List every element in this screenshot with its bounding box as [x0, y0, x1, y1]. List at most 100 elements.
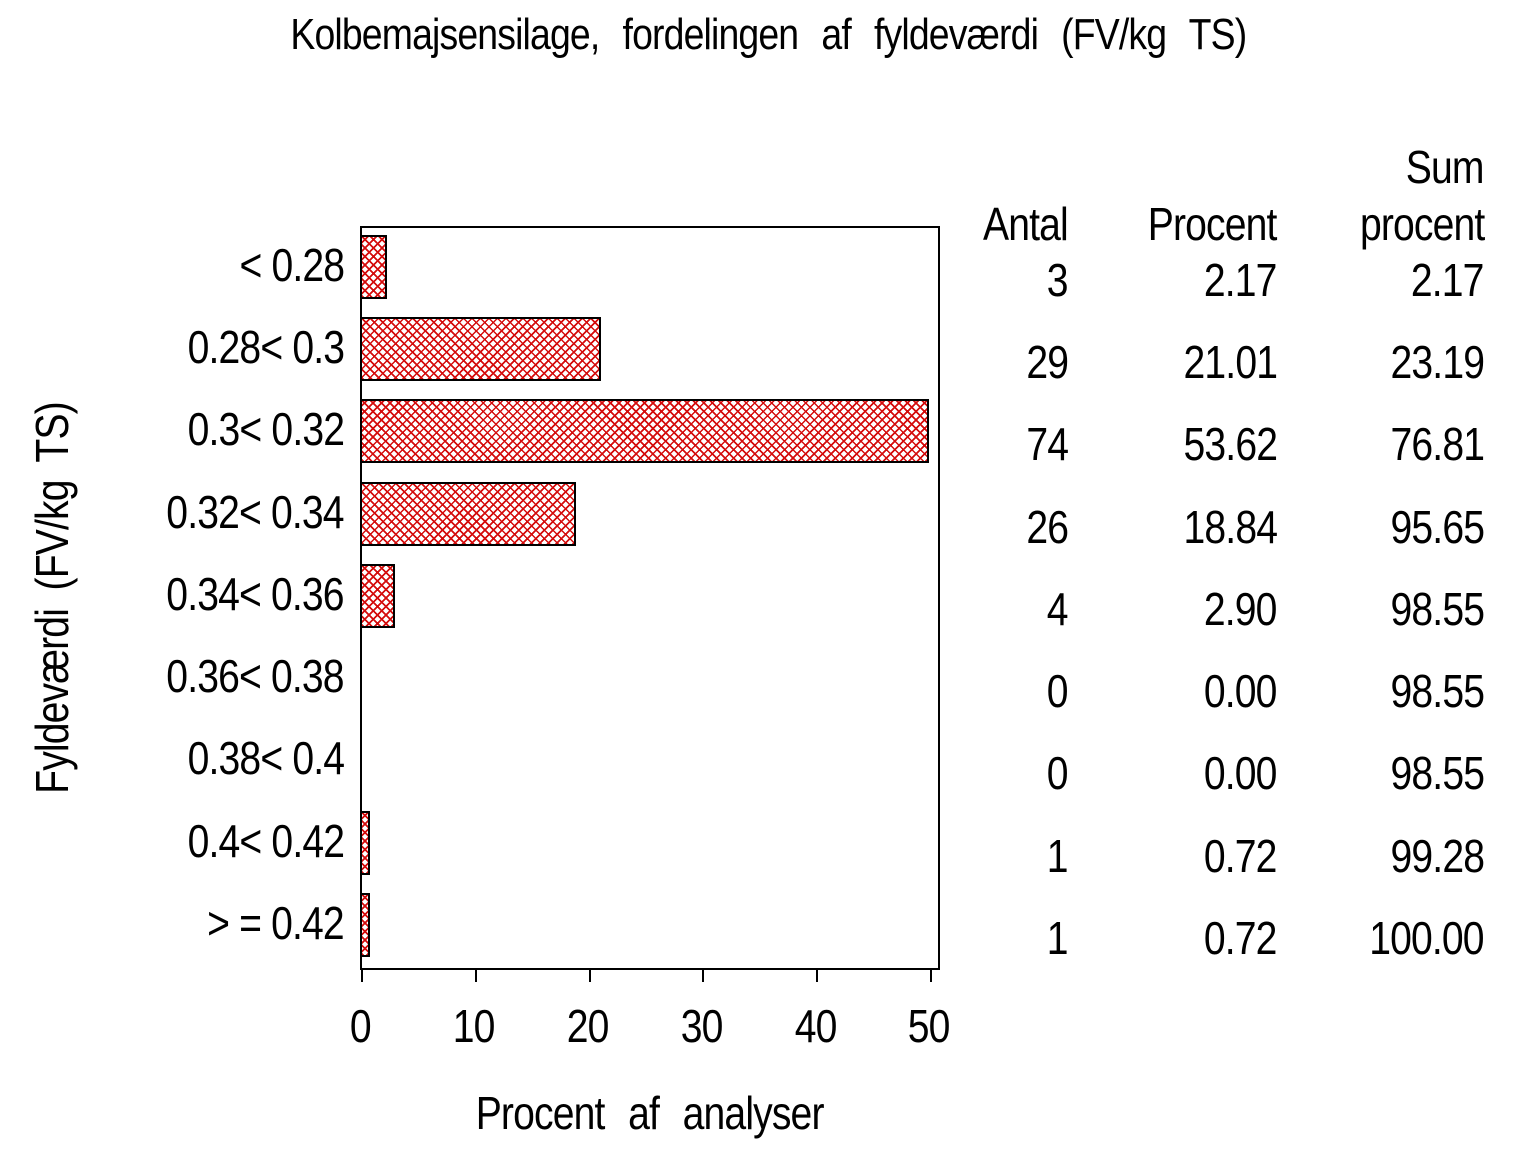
x-tick-label: 40: [745, 1002, 885, 1050]
table-cell-antal: 1: [940, 829, 1069, 882]
table-cell-sum: 76.81: [1280, 420, 1484, 468]
chart-title: Kolbemajsensilage, fordelingen af fyldev…: [0, 10, 1536, 60]
x-tick-label-text: 0: [349, 1000, 372, 1052]
x-tick-label-text: 30: [680, 1000, 723, 1052]
y-axis-label: 0.4< 0.42: [0, 817, 344, 865]
y-axis-label: < 0.28: [0, 239, 345, 291]
table-cell-sum: 95.65: [1280, 503, 1484, 551]
table-cell-text: 0: [1047, 747, 1069, 800]
x-tick-mark: [588, 968, 591, 982]
table-cell-antal: 3: [940, 254, 1069, 306]
table-cell-text: 2.17: [1204, 254, 1278, 306]
table-cell-procent: 21.01: [1090, 338, 1277, 386]
y-axis-label-text: 0.32< 0.34: [166, 485, 345, 538]
table-cell-sum: 98.55: [1280, 585, 1484, 633]
y-axis-label-text: 0.4< 0.42: [187, 814, 344, 867]
table-cell-text: 76.81: [1390, 418, 1484, 471]
x-axis-title: Procent af analyser: [360, 1086, 940, 1140]
table-cell-text: 100.00: [1369, 911, 1485, 964]
bar: [362, 399, 930, 464]
bar: [362, 810, 371, 875]
x-tick-mark: [702, 968, 705, 982]
table-cell-antal: 26: [940, 500, 1069, 553]
table-cell-text: 53.62: [1183, 418, 1277, 471]
table-cell-procent: 0.72: [1090, 829, 1278, 882]
table-cell-procent: 0.00: [1090, 747, 1278, 800]
table-cell-text: 2.17: [1411, 254, 1485, 306]
table-cell-text: 0: [1047, 665, 1069, 718]
table-cell-sum: 23.19: [1280, 338, 1484, 386]
y-axis-label: 0.36< 0.38: [0, 650, 345, 703]
x-tick-mark: [816, 968, 819, 982]
table-cell-text: 0.00: [1204, 747, 1278, 800]
x-tick-label: 30: [631, 1002, 771, 1050]
plot-area: [360, 226, 940, 982]
table-cell-text: 0.00: [1204, 665, 1278, 718]
table-cell-procent: 0.72: [1090, 911, 1278, 964]
y-axis-label-text: 0.36< 0.38: [166, 650, 345, 703]
y-axis-label: 0.38< 0.4: [0, 734, 344, 782]
bar: [362, 892, 371, 957]
table-cell-text: 1: [1047, 829, 1069, 882]
table-cell-text: 4: [1047, 582, 1069, 635]
table-cell-text: 99.28: [1390, 829, 1484, 882]
table-cell-sum: 2.17: [1280, 254, 1485, 306]
table-cell-sum: 98.55: [1280, 749, 1484, 797]
table-cell-text: 2.90: [1204, 582, 1278, 635]
table-cell-text: 74: [1026, 418, 1069, 471]
y-axis-label-text: < 0.28: [239, 239, 345, 291]
table-cell-text: 23.19: [1390, 336, 1484, 389]
table-cell-procent: 53.62: [1090, 420, 1277, 468]
bar: [362, 317, 602, 382]
table-cell-text: 98.55: [1390, 665, 1484, 718]
table-header-sum-line1: Sum: [1406, 141, 1485, 193]
bar: [362, 235, 387, 299]
table-cell-procent: 18.84: [1090, 503, 1277, 551]
x-tick-label: 0: [290, 1002, 430, 1050]
table-cell-text: 3: [1047, 254, 1069, 306]
table-header-procent: Procent: [1090, 196, 1278, 253]
x-tick-label: 10: [404, 1002, 544, 1050]
table-cell-procent: 2.17: [1090, 254, 1278, 306]
y-axis-label: > = 0.42: [0, 899, 345, 947]
table-cell-antal: 74: [940, 418, 1069, 471]
bar: [362, 563, 395, 628]
table-cell-text: 0.72: [1204, 911, 1278, 964]
y-axis-label-text: 0.28< 0.3: [187, 321, 344, 374]
table-cell-text: 98.55: [1390, 747, 1484, 800]
y-axis-label-text: 0.38< 0.4: [187, 732, 344, 785]
table-cell-procent: 2.90: [1090, 582, 1278, 635]
x-tick-label: 20: [518, 1002, 658, 1050]
table-cell-text: 0.72: [1204, 829, 1278, 882]
table-cell-sum: 100.00: [1280, 911, 1485, 964]
table-cell-text: 1: [1047, 911, 1069, 964]
table-cell-text: 95.65: [1390, 500, 1484, 553]
x-tick-label-text: 10: [452, 1000, 496, 1052]
x-tick-label-text: 20: [566, 1000, 610, 1052]
x-tick-label: 50: [859, 1002, 999, 1050]
bar: [362, 481, 577, 546]
chart-title-text: Kolbemajsensilage, fordelingen af fyldev…: [289, 10, 1247, 59]
table-header-procent-text: Procent: [1148, 198, 1278, 250]
table-cell-antal: 1: [940, 911, 1069, 964]
table-header-sum-procent: Sum procent: [1280, 139, 1485, 253]
x-tick-mark: [361, 968, 363, 982]
table-cell-antal: 29: [940, 338, 1069, 386]
table-cell-text: 98.55: [1390, 582, 1484, 635]
table-header-antal: Antal: [940, 196, 1069, 253]
table-cell-text: 26: [1026, 500, 1069, 553]
x-axis-title-text: Procent af analyser: [476, 1087, 825, 1139]
table-cell-antal: 4: [940, 582, 1069, 635]
x-tick-mark: [930, 968, 932, 982]
x-tick-label-text: 50: [908, 1000, 951, 1052]
table-cell-antal: 0: [940, 747, 1069, 800]
y-axis-label: 0.34< 0.36: [0, 570, 345, 618]
y-axis-label: 0.28< 0.3: [0, 323, 344, 371]
table-header-antal-text: Antal: [983, 198, 1069, 250]
y-axis-label: 0.32< 0.34: [0, 485, 345, 538]
y-axis-label-text: 0.3< 0.32: [187, 403, 344, 456]
table-cell-antal: 0: [940, 665, 1069, 718]
table-cell-text: 21.01: [1183, 336, 1277, 389]
table-cell-sum: 99.28: [1280, 832, 1484, 880]
